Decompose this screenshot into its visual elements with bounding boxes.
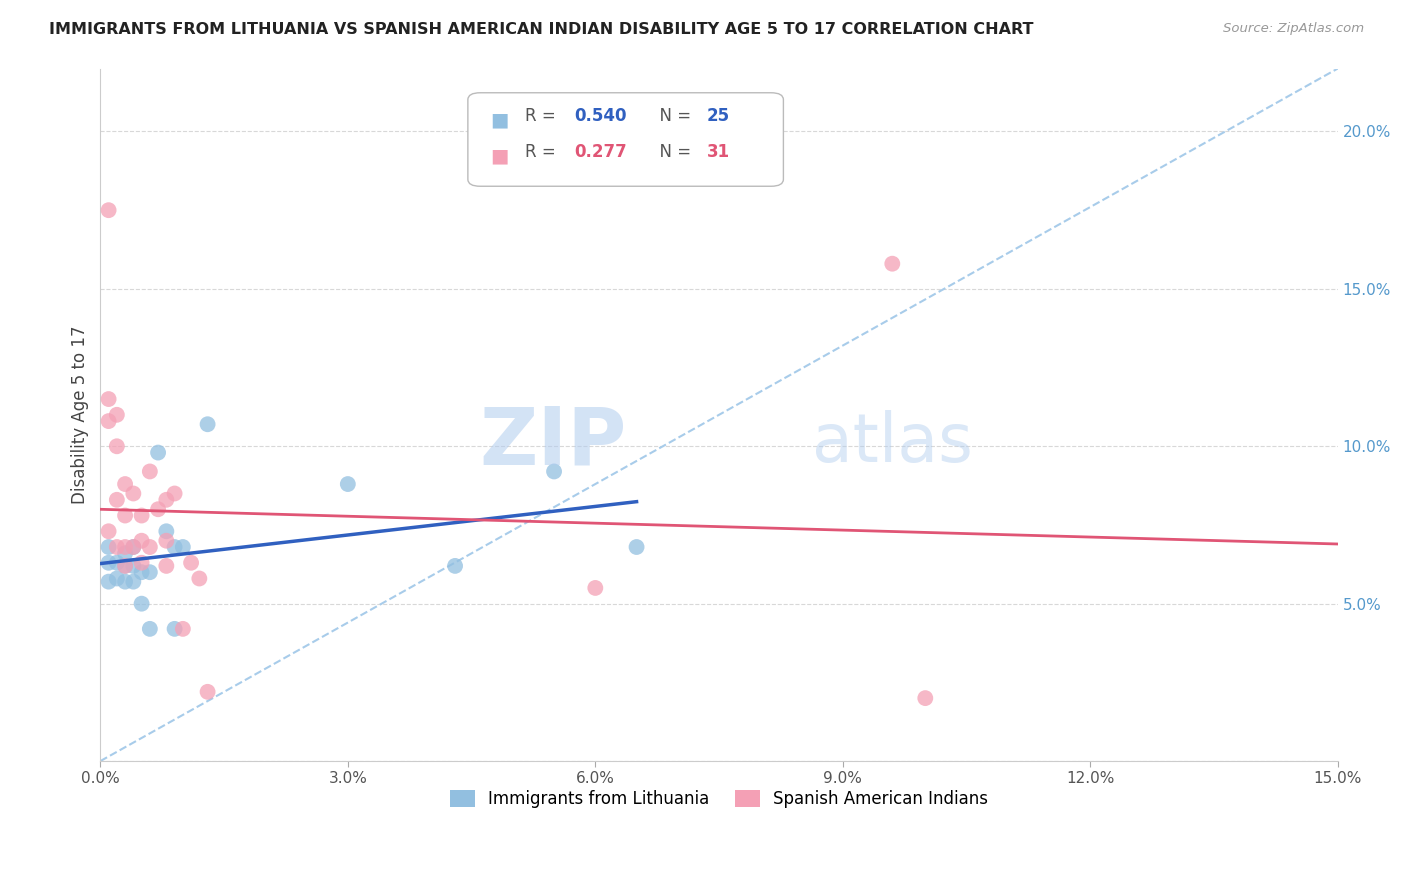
Point [155, 524, 177, 539]
Point [583, 581, 606, 595]
Point [188, 572, 211, 586]
Text: ■: ■ [491, 147, 509, 166]
Text: ■: ■ [491, 110, 509, 129]
Point [146, 445, 169, 459]
Point [114, 546, 136, 560]
Point [122, 540, 145, 554]
Point [122, 540, 145, 554]
Text: atlas: atlas [811, 409, 973, 475]
Point [155, 558, 177, 573]
Point [114, 574, 136, 589]
Point [444, 558, 467, 573]
Point [131, 533, 153, 548]
Text: N =: N = [648, 107, 696, 125]
Point [163, 540, 186, 554]
Text: 0.540: 0.540 [574, 107, 627, 125]
Point [139, 540, 162, 554]
Point [105, 439, 128, 453]
Text: R =: R = [524, 144, 561, 161]
Text: ZIP: ZIP [479, 403, 626, 482]
Point [139, 565, 162, 579]
Point [131, 597, 153, 611]
Point [146, 502, 169, 516]
Point [180, 556, 202, 570]
Point [914, 691, 936, 706]
Point [336, 477, 359, 491]
Point [97, 574, 120, 589]
Text: IMMIGRANTS FROM LITHUANIA VS SPANISH AMERICAN INDIAN DISABILITY AGE 5 TO 17 CORR: IMMIGRANTS FROM LITHUANIA VS SPANISH AME… [49, 22, 1033, 37]
Point [97, 414, 120, 428]
Text: 31: 31 [707, 144, 730, 161]
Point [172, 540, 194, 554]
Point [163, 486, 186, 500]
Point [131, 556, 153, 570]
Point [114, 558, 136, 573]
Text: R =: R = [524, 107, 561, 125]
Point [97, 540, 120, 554]
Point [626, 540, 648, 554]
Point [882, 257, 904, 271]
Point [122, 574, 145, 589]
Point [155, 533, 177, 548]
Point [543, 465, 565, 479]
Point [155, 492, 177, 507]
Point [139, 465, 162, 479]
Text: 25: 25 [707, 107, 730, 125]
Point [105, 572, 128, 586]
Point [131, 565, 153, 579]
Point [114, 508, 136, 523]
Point [114, 540, 136, 554]
Point [97, 203, 120, 218]
Text: 0.277: 0.277 [574, 144, 627, 161]
Point [197, 685, 219, 699]
Y-axis label: Disability Age 5 to 17: Disability Age 5 to 17 [72, 326, 89, 504]
Point [105, 492, 128, 507]
Point [105, 556, 128, 570]
Point [114, 558, 136, 573]
FancyBboxPatch shape [468, 93, 783, 186]
Point [197, 417, 219, 432]
Point [105, 540, 128, 554]
Text: N =: N = [648, 144, 696, 161]
Text: Source: ZipAtlas.com: Source: ZipAtlas.com [1223, 22, 1364, 36]
Legend: Immigrants from Lithuania, Spanish American Indians: Immigrants from Lithuania, Spanish Ameri… [443, 783, 994, 815]
Point [97, 524, 120, 539]
Point [131, 508, 153, 523]
Point [172, 622, 194, 636]
Point [122, 486, 145, 500]
Point [97, 392, 120, 406]
Point [97, 556, 120, 570]
Point [122, 558, 145, 573]
Point [139, 622, 162, 636]
Point [114, 477, 136, 491]
Point [163, 622, 186, 636]
Point [105, 408, 128, 422]
